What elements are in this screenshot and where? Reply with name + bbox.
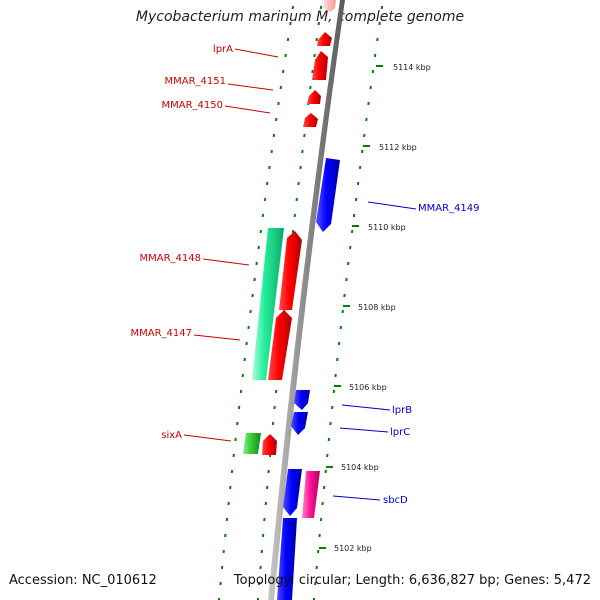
gene-arrow-sbcD-pink [302, 471, 320, 518]
scale-tick-5104: 5104 kbp [326, 463, 379, 472]
scale-tick-5106: 5106 kbp [334, 383, 387, 392]
tick-label: 5110 kbp [368, 223, 406, 232]
tick-label: 5114 kbp [393, 63, 431, 72]
gene-label-text: sbcD [383, 495, 408, 506]
gene-arrow-sixA-green [243, 433, 261, 454]
gene-label-sbcD: sbcD [332, 495, 408, 506]
gene-arrow-MMAR_4148 [279, 231, 302, 310]
gene-label-text: MMAR_4147 [131, 328, 193, 339]
gene-arrow-MMAR_4150 [307, 90, 321, 104]
gene-label-text: lprA [213, 44, 233, 55]
outer-dotted-arc [312, 5, 384, 600]
tick-label: 5104 kbp [341, 463, 379, 472]
gene-label-text: MMAR_4150 [162, 100, 224, 111]
gene-label-lprA: lprA [213, 44, 279, 58]
gene-arrow-MMAR_4149 [316, 158, 340, 232]
tick-label: 5102 kbp [334, 544, 372, 553]
gene-arrow-MMAR_4148-teal [252, 228, 284, 380]
gene-arrow-lightpink [323, 0, 336, 12]
tick-label: 5106 kbp [349, 383, 387, 392]
tick-label: 5112 kbp [379, 143, 417, 152]
gene-label-MMAR_4150: MMAR_4150 [162, 100, 271, 114]
gene-label-MMAR_4148: MMAR_4148 [140, 253, 250, 266]
scale-tick-5108: 5108 kbp [343, 303, 396, 312]
gene-label-MMAR_4151: MMAR_4151 [165, 76, 274, 91]
gene-label-MMAR_4147: MMAR_4147 [131, 328, 241, 341]
genome-summary-text: Topology: circular; Length: 6,636,827 bp… [233, 573, 591, 588]
gene-arrow-lprB [294, 390, 310, 410]
gene-label-text: lprC [390, 427, 410, 438]
gene-label-text: MMAR_4151 [165, 76, 227, 87]
gene-arrow-MMAR_4147 [268, 310, 292, 380]
map-title: Mycobacterium marinum M, complete genome [135, 9, 465, 25]
gene-arrow-red-small [303, 113, 318, 127]
accession-text: Accession: NC_010612 [9, 573, 157, 588]
scale-tick-5112: 5112 kbp [363, 143, 417, 152]
gene-arrow-blue-bottom [277, 518, 297, 600]
gene-arrow-MMAR_4151 [312, 51, 328, 80]
gene-label-text: lprB [392, 405, 412, 416]
gene-label-lprB: lprB [341, 404, 412, 416]
inner-dotted-arc [217, 5, 295, 600]
gene-label-text: MMAR_4148 [140, 253, 202, 264]
gene-label-text: MMAR_4149 [418, 203, 480, 214]
gene-label-sixA: sixA [161, 430, 232, 442]
gene-arrow-sbcD [283, 469, 302, 516]
tick-label: 5108 kbp [358, 303, 396, 312]
scale-tick-5114: 5114 kbp [376, 63, 431, 72]
gene-arrow-lprA [317, 32, 332, 46]
gene-label-MMAR_4149: MMAR_4149 [367, 201, 480, 214]
scale-tick-5102: 5102 kbp [319, 544, 372, 553]
gene-arrow-sixA [262, 434, 277, 455]
scale-tick-5110: 5110 kbp [352, 223, 406, 232]
genome-backbone [268, 0, 345, 600]
gene-label-lprC: lprC [339, 427, 410, 438]
gene-arrow-lprC [291, 412, 308, 435]
gene-label-text: sixA [161, 430, 182, 441]
